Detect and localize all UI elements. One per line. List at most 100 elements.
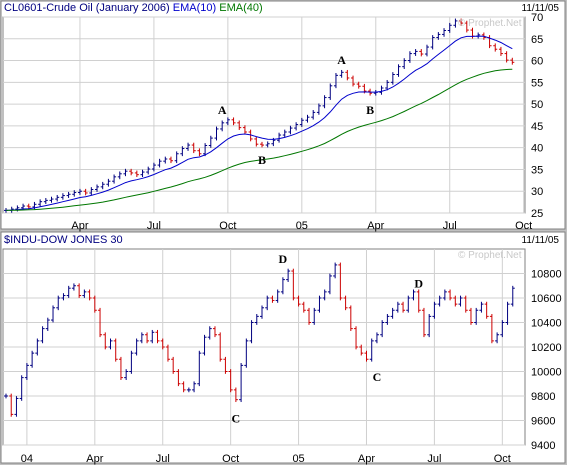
dow-ohlc-bar [453,295,458,307]
dow-ohlc-bar [24,363,29,380]
crude-ohlc-bar [447,22,452,33]
dow-ytick-label: 10800 [531,269,562,281]
dow-ohlc-bar [448,289,453,301]
annotation-d: D [279,252,288,266]
dow-ohlc-bar [442,289,447,301]
dow-ohlc-bar [401,301,406,313]
crude-oil-title: CL0601-Crude Oil (January 2006) [4,2,170,14]
crude-ohlc-bar [66,191,71,198]
dow-ohlc-bar [103,332,108,350]
crude-ohlc-bar [464,20,469,33]
dow-ohlc-bar [359,344,364,356]
dow-ohlc-bar [432,301,437,319]
crude-ohlc-bar [339,69,344,78]
crude-ohlc-bar [214,126,219,141]
crude-ohlc-bar [225,117,230,126]
dow-ohlc-bar [343,295,348,311]
dow-ohlc-bar [150,329,155,344]
crude-ohlc-bar [402,58,407,70]
dow-ohlc-bar [19,375,24,401]
crude-ohlc-bar [191,142,196,154]
dow-ohlc-bar [275,289,280,303]
crude-ohlc-bar [288,125,293,135]
crude-ohlc-bar [168,156,173,164]
dow-ohlc-bar [66,285,71,298]
crude-ohlc-bar [390,72,395,85]
crude-ohlc-bar [254,136,259,147]
dow-ohlc-bar [228,369,233,393]
dow-ohlc-bar [129,350,134,374]
crude-ohlc-bar [413,49,418,56]
crude-ohlc-bar [328,83,333,100]
crude-ohlc-bar [419,49,424,57]
crude-ohlc-bar [299,117,304,127]
annotation-a: A [218,103,227,117]
crude-ohlc-bar [242,125,247,135]
crude-ohlc-bar [197,148,202,157]
crude-ohlc-bar [60,193,65,200]
crude-ytick-label: 35 [531,164,543,176]
dow-ohlc-bar [139,332,144,344]
crude-ohlc-bar [248,129,253,142]
dow-ohlc-bar [280,277,285,295]
dow-ohlc-bar [484,301,489,319]
crude-ohlc-bar [265,141,270,148]
dow-ohlc-bar [171,356,176,374]
dow-ohlc-bar [87,289,92,301]
dow-ohlc-bar [77,283,82,298]
crude-ohlc-bar [356,81,361,89]
dow-ohlc-bar [92,295,97,313]
crude-ohlc-bar [459,18,464,26]
crude-ohlc-bar [311,110,316,120]
crude-ohlc-bar [294,122,299,131]
crude-ytick-label: 45 [531,121,543,133]
dow-ohlc-bar [233,387,238,403]
dow-ohlc-bar [390,307,395,319]
dow-ohlc-bar [98,307,103,338]
dow-ohlc-bar [254,314,259,325]
crude-ohlc-bar [43,198,48,205]
crude-ohlc-bar [305,114,310,123]
crude-ohlc-bar [174,151,179,164]
dow-ohlc-bar [51,305,56,323]
dow-ohlc-bar [374,332,379,344]
crude-ohlc-bar [146,166,151,175]
crude-ohlc-bar [510,57,515,65]
dow-ohlc-bar [406,295,411,313]
dow-ohlc-bar [223,356,228,374]
dow-ohlc-bar [463,295,468,313]
dow-panel-title: $INDU-DOW JONES 30 [4,234,123,246]
crude-ohlc-bar [208,135,213,148]
crude-ohlc-bar [430,35,435,50]
dow-panel: 9400 9600 9800 10000 10200 10400 10600 10800 04 A… [0,231,566,465]
dow-ohlc-bar [35,338,40,356]
dow-xtick-label: Oct [222,453,239,465]
dow-ohlc-bar [385,314,390,325]
dow-ohlc-bar [176,369,181,387]
crude-xtick-label: Apr [71,220,88,232]
crude-ohlc-bar [333,73,338,89]
dow-ohlc-bar [45,317,50,331]
dow-ohlc-bar [124,369,129,380]
crude-ohlc-bar [453,18,458,28]
crude-ohlc-bar [345,69,350,81]
dow-ohlc-bar [510,285,515,307]
crude-ohlc-bar [38,199,43,207]
crude-ytick-label: 40 [531,143,543,155]
dow-ohlc-bar [108,338,113,350]
crude-ytick-label: 55 [531,77,543,89]
dow-ohlc-bar [113,338,118,362]
crude-ohlc-bar [203,143,208,157]
crude-ohlc-bar [49,196,54,203]
dow-ohlc-bar [505,301,510,325]
dow-ohlc-bar [145,332,150,344]
dow-xtick-label: Jul [427,453,441,465]
crude-ohlc-bar [351,75,356,87]
dow-ytick-label: 10200 [531,342,562,354]
crude-ytick-label: 60 [531,56,543,68]
dow-ohlc-bar [40,326,45,344]
annotation-a: A [337,53,346,67]
dow-xtick-label: Apr [358,453,375,465]
dow-ohlc-bar [165,344,170,362]
crude-ohlc-bar [277,132,282,143]
